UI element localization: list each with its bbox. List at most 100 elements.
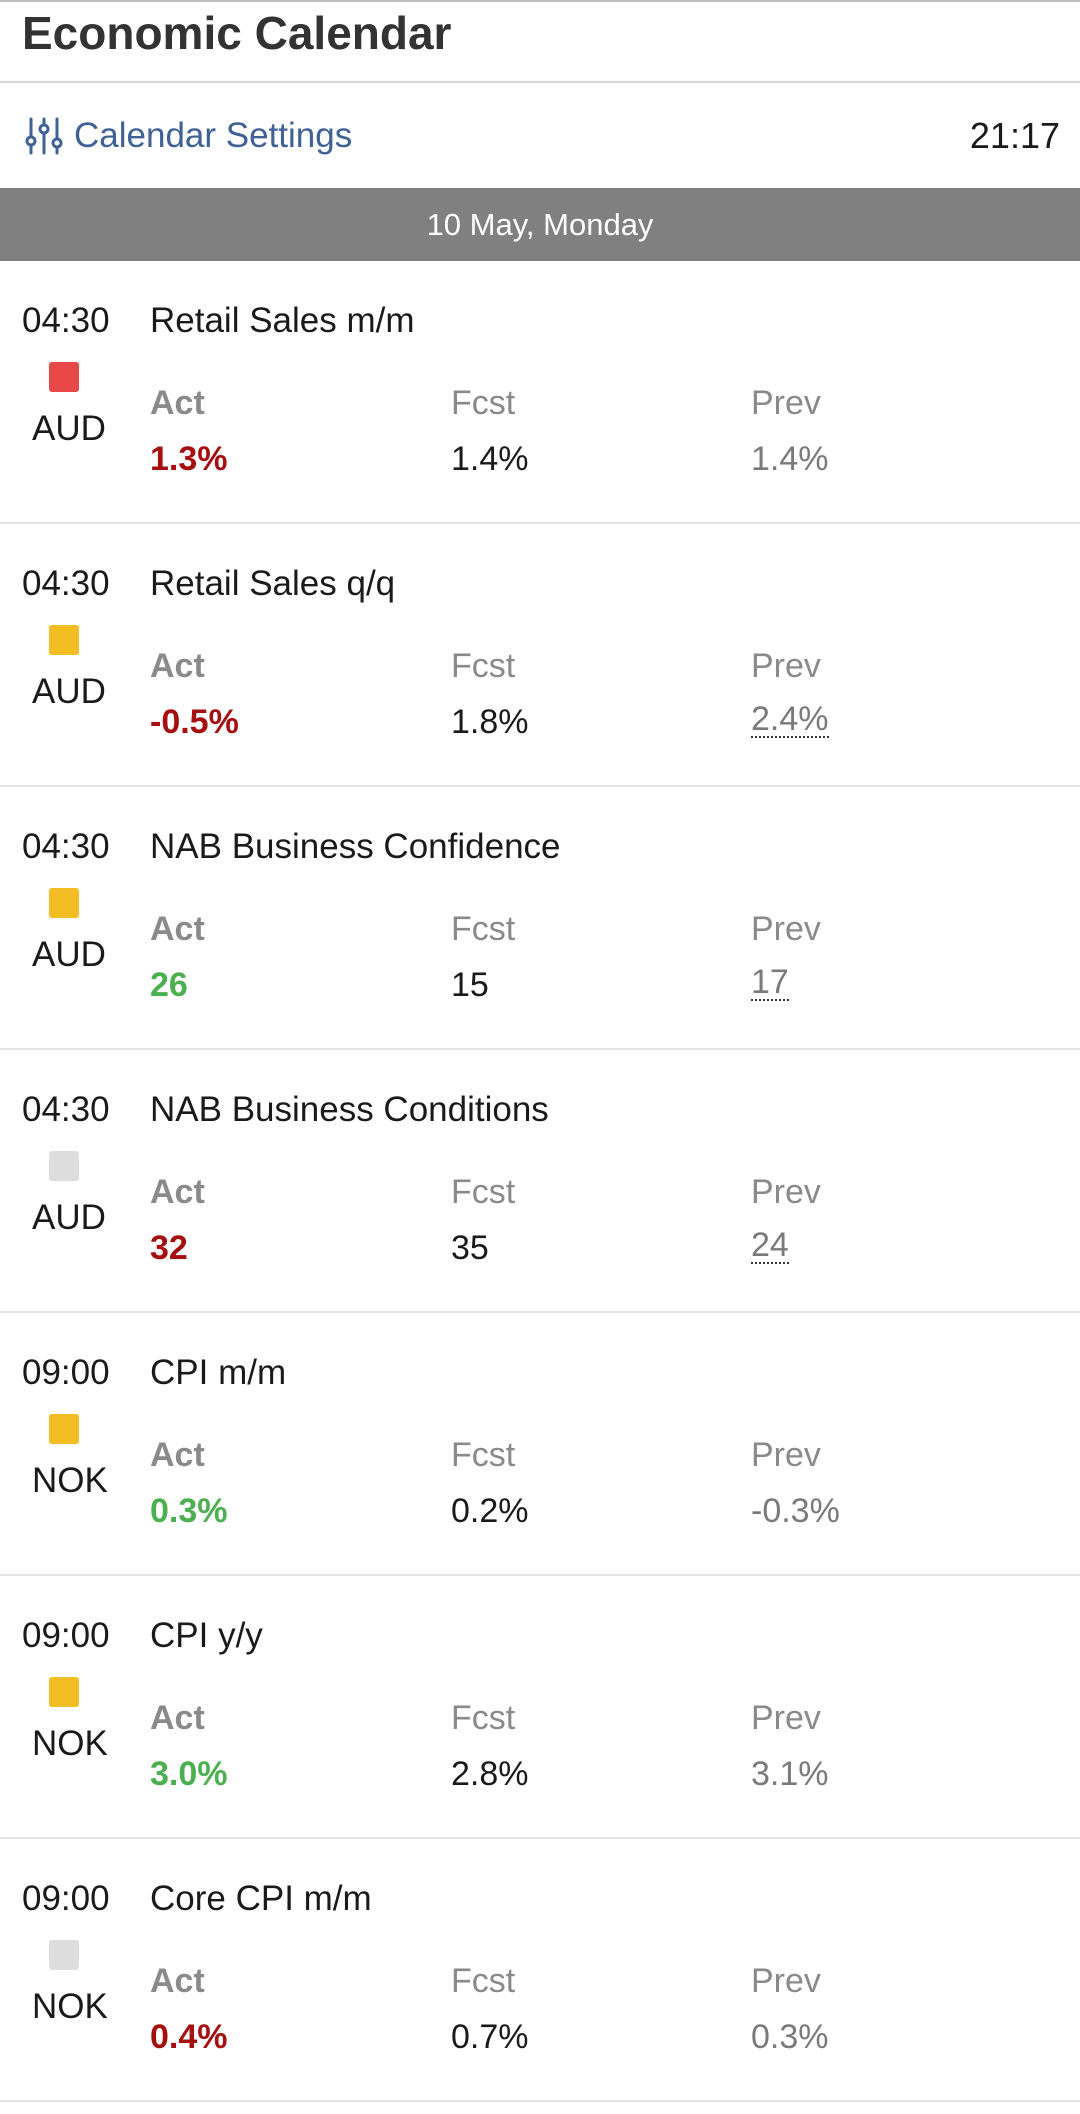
calendar-settings-label: Calendar Settings bbox=[74, 115, 353, 155]
actual-value: 0.3% bbox=[150, 1492, 228, 1530]
previous-label: Prev bbox=[751, 384, 821, 422]
date-header: 10 May, Monday bbox=[0, 188, 1080, 261]
previous-value: 1.4% bbox=[751, 440, 829, 478]
previous-column: Prev 17 bbox=[751, 909, 821, 1001]
previous-column: Prev 3.1% bbox=[751, 1698, 829, 1794]
actual-column: Act -0.5% bbox=[150, 646, 239, 742]
actual-label: Act bbox=[150, 1173, 205, 1211]
event-name: NAB Business Conditions bbox=[150, 1090, 549, 1129]
event-currency: NOK bbox=[32, 1987, 108, 2026]
actual-column: Act 26 bbox=[150, 909, 205, 1005]
event-row[interactable]: 09:00 NOK Core CPI m/m Act 0.4% Fcst 0.7… bbox=[0, 1839, 1080, 2102]
impact-indicator-icon bbox=[49, 888, 79, 918]
actual-value: 1.3% bbox=[150, 440, 228, 478]
event-name: NAB Business Confidence bbox=[150, 827, 561, 866]
event-list: 04:30 AUD Retail Sales m/m Act 1.3% Fcst… bbox=[0, 261, 1080, 2102]
forecast-label: Fcst bbox=[451, 1699, 516, 1737]
event-currency: NOK bbox=[32, 1724, 108, 1763]
event-time: 04:30 bbox=[22, 564, 110, 603]
forecast-column: Fcst 0.7% bbox=[451, 1961, 529, 2057]
forecast-column: Fcst 1.8% bbox=[451, 646, 529, 742]
event-row[interactable]: 04:30 AUD Retail Sales q/q Act -0.5% Fcs… bbox=[0, 524, 1080, 787]
actual-value: 26 bbox=[150, 966, 188, 1004]
actual-value: 32 bbox=[150, 1229, 188, 1267]
actual-column: Act 0.4% bbox=[150, 1961, 228, 2057]
previous-label: Prev bbox=[751, 910, 821, 948]
event-time: 09:00 bbox=[22, 1616, 110, 1655]
date-label: 10 May, Monday bbox=[426, 206, 654, 242]
previous-value[interactable]: 2.4% bbox=[751, 700, 829, 738]
event-row[interactable]: 09:00 NOK CPI m/m Act 0.3% Fcst 0.2% Pre… bbox=[0, 1313, 1080, 1576]
actual-label: Act bbox=[150, 1962, 205, 2000]
top-divider bbox=[0, 0, 1080, 2]
previous-value[interactable]: 17 bbox=[751, 963, 789, 1001]
impact-indicator-icon bbox=[49, 1151, 79, 1181]
forecast-label: Fcst bbox=[451, 1962, 516, 2000]
forecast-value: 0.7% bbox=[451, 2018, 529, 2056]
calendar-settings-button[interactable]: Calendar Settings bbox=[24, 116, 352, 156]
previous-label: Prev bbox=[751, 1699, 821, 1737]
forecast-value: 1.8% bbox=[451, 703, 529, 741]
impact-indicator-icon bbox=[49, 1414, 79, 1444]
forecast-label: Fcst bbox=[451, 910, 516, 948]
forecast-column: Fcst 35 bbox=[451, 1172, 515, 1268]
previous-value[interactable]: 24 bbox=[751, 1226, 789, 1264]
event-name: CPI y/y bbox=[150, 1616, 263, 1655]
actual-value: -0.5% bbox=[150, 703, 239, 741]
actual-column: Act 0.3% bbox=[150, 1435, 228, 1531]
event-time: 04:30 bbox=[22, 301, 110, 340]
current-time: 21:17 bbox=[969, 114, 1060, 156]
actual-label: Act bbox=[150, 1436, 205, 1474]
impact-indicator-icon bbox=[49, 1677, 79, 1707]
event-row[interactable]: 09:00 NOK CPI y/y Act 3.0% Fcst 2.8% Pre… bbox=[0, 1576, 1080, 1839]
actual-label: Act bbox=[150, 910, 205, 948]
page-title: Economic Calendar bbox=[22, 7, 452, 59]
forecast-value: 0.2% bbox=[451, 1492, 529, 1530]
forecast-value: 1.4% bbox=[451, 440, 529, 478]
previous-value: 3.1% bbox=[751, 1755, 829, 1793]
previous-column: Prev 1.4% bbox=[751, 383, 829, 479]
event-currency: AUD bbox=[32, 1198, 106, 1237]
event-time: 09:00 bbox=[22, 1353, 110, 1392]
event-name: Retail Sales q/q bbox=[150, 564, 396, 603]
event-row[interactable]: 04:30 AUD NAB Business Conditions Act 32… bbox=[0, 1050, 1080, 1313]
forecast-value: 15 bbox=[451, 966, 489, 1004]
event-name: Core CPI m/m bbox=[150, 1879, 372, 1918]
forecast-label: Fcst bbox=[451, 1173, 516, 1211]
event-time: 04:30 bbox=[22, 1090, 110, 1129]
previous-column: Prev 2.4% bbox=[751, 646, 829, 738]
actual-column: Act 3.0% bbox=[150, 1698, 228, 1794]
event-name: CPI m/m bbox=[150, 1353, 287, 1392]
event-currency: NOK bbox=[32, 1461, 108, 1500]
event-time: 04:30 bbox=[22, 827, 110, 866]
forecast-value: 35 bbox=[451, 1229, 489, 1267]
forecast-column: Fcst 15 bbox=[451, 909, 515, 1005]
event-row[interactable]: 04:30 AUD NAB Business Confidence Act 26… bbox=[0, 787, 1080, 1050]
event-row[interactable]: 04:30 AUD Retail Sales m/m Act 1.3% Fcst… bbox=[0, 261, 1080, 524]
previous-label: Prev bbox=[751, 1436, 821, 1474]
actual-column: Act 32 bbox=[150, 1172, 205, 1268]
event-name: Retail Sales m/m bbox=[150, 301, 415, 340]
sliders-icon bbox=[25, 117, 63, 154]
forecast-column: Fcst 2.8% bbox=[451, 1698, 529, 1794]
page-header: Economic Calendar bbox=[0, 2, 1080, 83]
previous-value: -0.3% bbox=[751, 1492, 840, 1530]
actual-label: Act bbox=[150, 647, 205, 685]
event-currency: AUD bbox=[32, 409, 106, 448]
previous-label: Prev bbox=[751, 1173, 821, 1211]
previous-column: Prev -0.3% bbox=[751, 1435, 840, 1531]
settings-bar: Calendar Settings 21:17 bbox=[0, 83, 1080, 188]
previous-label: Prev bbox=[751, 1962, 821, 2000]
event-currency: AUD bbox=[32, 672, 106, 711]
forecast-value: 2.8% bbox=[451, 1755, 529, 1793]
previous-column: Prev 0.3% bbox=[751, 1961, 829, 2057]
actual-value: 0.4% bbox=[150, 2018, 228, 2056]
actual-value: 3.0% bbox=[150, 1755, 228, 1793]
impact-indicator-icon bbox=[49, 362, 79, 392]
actual-label: Act bbox=[150, 1699, 205, 1737]
forecast-label: Fcst bbox=[451, 647, 516, 685]
forecast-label: Fcst bbox=[451, 1436, 516, 1474]
previous-value: 0.3% bbox=[751, 2018, 829, 2056]
forecast-label: Fcst bbox=[451, 384, 516, 422]
previous-column: Prev 24 bbox=[751, 1172, 821, 1264]
